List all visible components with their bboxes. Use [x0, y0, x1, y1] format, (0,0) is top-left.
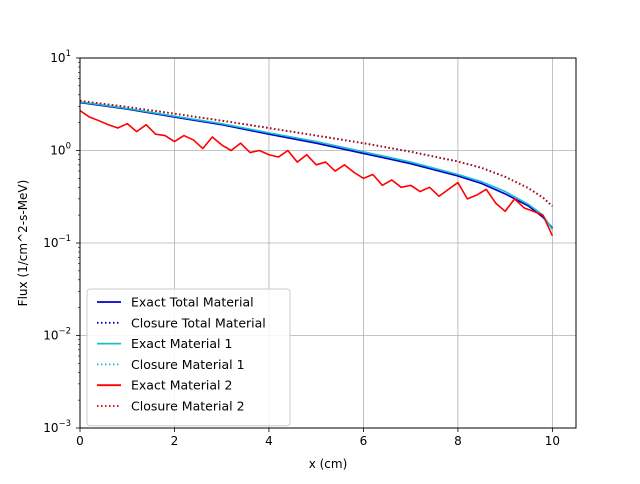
y-tick-label: 100: [50, 142, 71, 158]
legend-label: Closure Material 2: [131, 399, 245, 414]
legend-label: Closure Material 1: [131, 357, 245, 372]
x-tick-label: 10: [545, 434, 560, 448]
legend-label: Exact Material 1: [131, 336, 232, 351]
y-tick-label: 10−2: [43, 327, 71, 343]
series-line-exact-material-1: [79, 101, 554, 230]
y-tick-label: 101: [50, 49, 71, 65]
y-tick-label-base: 10: [43, 236, 58, 250]
x-axis-label: x (cm): [309, 457, 348, 471]
y-axis-label: Flux (1/cm^2-s-MeV): [16, 180, 30, 307]
y-tick-label-exponent: 1: [66, 49, 71, 59]
x-tick-label: 4: [265, 434, 273, 448]
x-tick-label: 8: [454, 434, 462, 448]
legend: Exact Total Material Closure Total Materi…: [86, 288, 291, 427]
x-tick-label: 0: [76, 434, 84, 448]
y-tick-label-base: 10: [50, 51, 65, 65]
legend-label: Closure Total Material: [131, 315, 266, 330]
y-tick-label: 10−3: [43, 419, 71, 435]
y-tick-label-base: 10: [43, 421, 58, 435]
y-tick-label-exponent: −1: [58, 234, 71, 244]
y-tick-label-base: 10: [50, 144, 65, 158]
y-tick-label-base: 10: [43, 329, 58, 343]
y-tick-label-exponent: −2: [58, 327, 71, 337]
legend-label: Exact Total Material: [131, 295, 254, 310]
legend-box: [86, 288, 291, 427]
series-line-exact-total-material: [79, 101, 553, 229]
y-tick-label-exponent: −3: [58, 419, 71, 429]
x-tick-label: 6: [360, 434, 368, 448]
y-tick-label: 10−1: [43, 234, 71, 250]
x-tick-label: 2: [171, 434, 179, 448]
series-lines: [79, 99, 554, 237]
series-line-exact-material-2: [79, 109, 554, 237]
legend-label: Exact Material 2: [131, 378, 232, 393]
y-tick-label-exponent: 0: [66, 142, 71, 152]
